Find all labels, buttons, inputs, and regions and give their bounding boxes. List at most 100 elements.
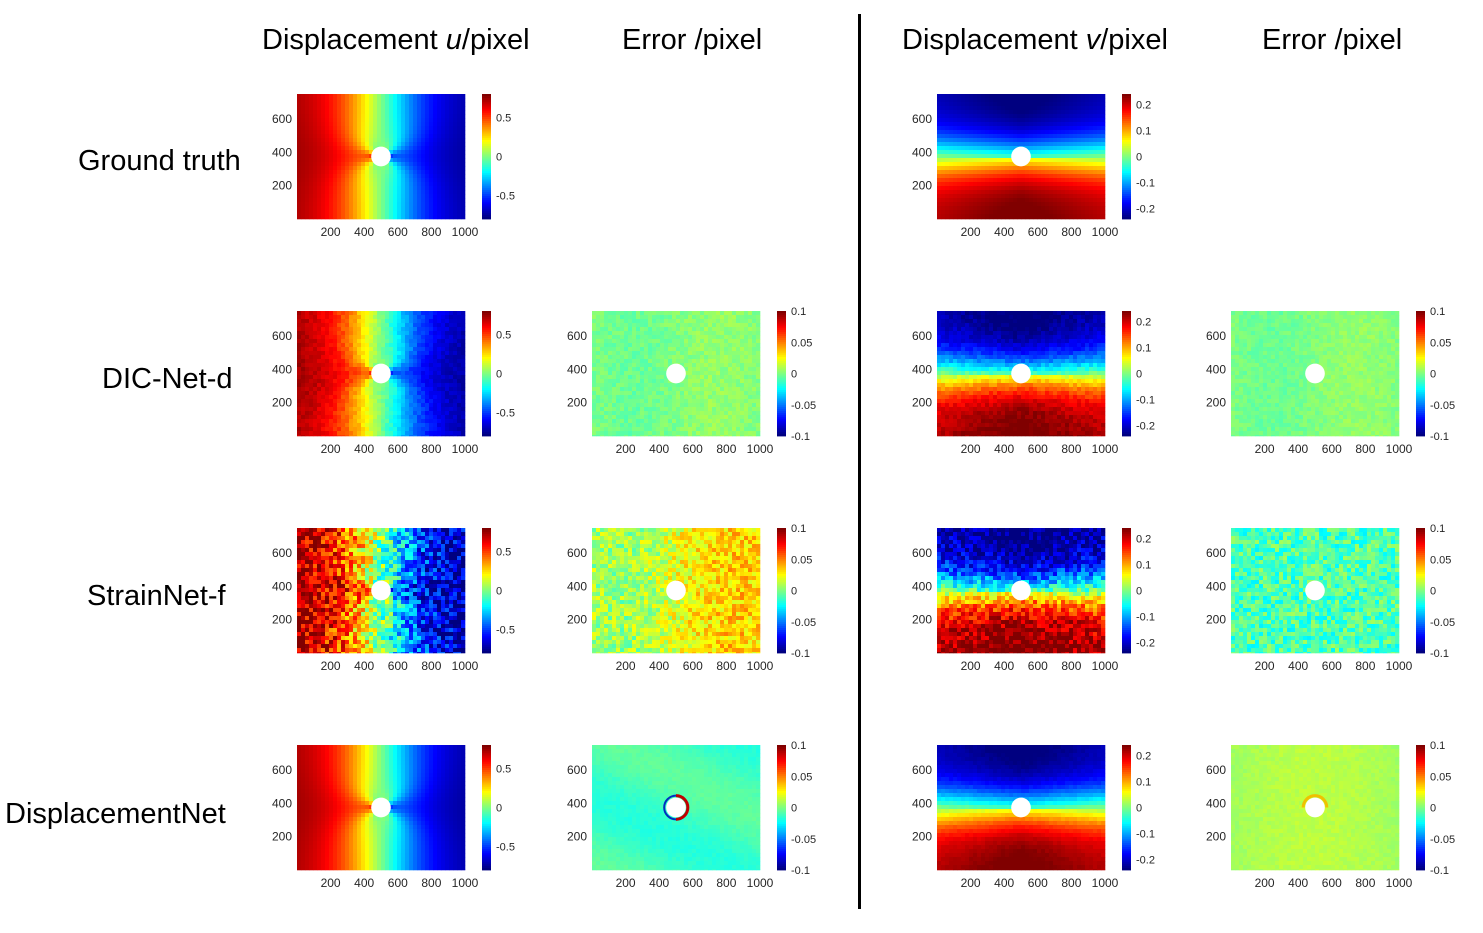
heatmap-cell bbox=[361, 355, 366, 360]
heatmap-cell bbox=[1021, 174, 1026, 179]
heatmap-cell bbox=[957, 110, 962, 115]
heatmap-cell bbox=[997, 154, 1002, 159]
heatmap-cell bbox=[445, 154, 450, 159]
heatmap-cell bbox=[329, 411, 334, 416]
heatmap-cell bbox=[321, 379, 326, 384]
heatmap-cell bbox=[433, 166, 438, 171]
heatmap-cell bbox=[752, 359, 757, 364]
heatmap-cell bbox=[1005, 114, 1010, 119]
heatmap-cell bbox=[441, 363, 446, 368]
heatmap-cell bbox=[313, 150, 318, 155]
heatmap-cell bbox=[405, 178, 410, 183]
heatmap-cell bbox=[457, 194, 462, 199]
heatmap-cell bbox=[1077, 150, 1082, 155]
heatmap-cell bbox=[369, 186, 374, 191]
heatmap-cell bbox=[357, 343, 362, 348]
heatmap-cell bbox=[341, 214, 346, 219]
heatmap-cell bbox=[361, 194, 366, 199]
heatmap-cell bbox=[612, 371, 617, 376]
heatmap-cell bbox=[704, 339, 709, 344]
heatmap-cell bbox=[756, 339, 761, 344]
heatmap-cell bbox=[704, 343, 709, 348]
heatmap-cell bbox=[656, 331, 661, 336]
heatmap-cell bbox=[453, 379, 458, 384]
heatmap-cell bbox=[728, 371, 733, 376]
heatmap-cell bbox=[353, 134, 358, 139]
heatmap-cell bbox=[353, 146, 358, 151]
heatmap-cell bbox=[349, 315, 354, 320]
heatmap-cell bbox=[417, 218, 422, 220]
heatmap-cell bbox=[321, 150, 326, 155]
heatmap-cell bbox=[393, 106, 398, 111]
heatmap-cell bbox=[433, 423, 438, 428]
heatmap-cell bbox=[309, 194, 314, 199]
heatmap-cell bbox=[409, 407, 414, 412]
heatmap-cell bbox=[961, 154, 966, 159]
heatmap-cell bbox=[337, 186, 342, 191]
heatmap-cell bbox=[405, 351, 410, 356]
heatmap-cell bbox=[389, 218, 394, 220]
heatmap-cell bbox=[616, 331, 621, 336]
heatmap-cell bbox=[405, 423, 410, 428]
heatmap-cell bbox=[1077, 94, 1082, 99]
heatmap-cell bbox=[297, 158, 302, 163]
heatmap-cell bbox=[985, 166, 990, 171]
heatmap-cell bbox=[1013, 194, 1018, 199]
heatmap-cell bbox=[969, 138, 974, 143]
heatmap-cell bbox=[957, 186, 962, 191]
heatmap-cell bbox=[660, 331, 665, 336]
heatmap-cell bbox=[445, 162, 450, 167]
heatmap-cell bbox=[369, 375, 374, 380]
heatmap-cell bbox=[449, 335, 454, 340]
heatmap-cell bbox=[953, 150, 958, 155]
heatmap-cell bbox=[616, 363, 621, 368]
heatmap-cell bbox=[325, 351, 330, 356]
heatmap-cell bbox=[660, 363, 665, 368]
heatmap-cell bbox=[993, 94, 998, 99]
heatmap-cell bbox=[672, 327, 677, 332]
heatmap-cell bbox=[301, 335, 306, 340]
heatmap-cell bbox=[1033, 98, 1038, 103]
heatmap-cell bbox=[724, 371, 729, 376]
heatmap-cell bbox=[409, 214, 414, 219]
heatmap-cell bbox=[1037, 150, 1042, 155]
heatmap-cell bbox=[1045, 202, 1050, 207]
heatmap-cell bbox=[429, 315, 434, 320]
heatmap-cell bbox=[301, 178, 306, 183]
heatmap-cell bbox=[1017, 138, 1022, 143]
heatmap-cell bbox=[361, 315, 366, 320]
heatmap-cell bbox=[1089, 162, 1094, 167]
heatmap-cell bbox=[1061, 162, 1066, 167]
heatmap-cell bbox=[401, 210, 406, 215]
heatmap-cell bbox=[433, 327, 438, 332]
heatmap-cell bbox=[305, 347, 310, 352]
heatmap-cell bbox=[1073, 206, 1078, 211]
heatmap-cell bbox=[441, 110, 446, 115]
heatmap-cell bbox=[740, 371, 745, 376]
heatmap-cell bbox=[724, 355, 729, 360]
heatmap-cell bbox=[1017, 114, 1022, 119]
heatmap-cell bbox=[369, 122, 374, 127]
heatmap-cell bbox=[369, 387, 374, 392]
heatmap-cell bbox=[393, 178, 398, 183]
heatmap-cell bbox=[1009, 94, 1014, 99]
heatmap-cell bbox=[377, 403, 382, 408]
heatmap-cell bbox=[957, 198, 962, 203]
heatmap-cell bbox=[676, 315, 681, 320]
heatmap-cell bbox=[993, 166, 998, 171]
heatmap-cell bbox=[716, 367, 721, 372]
heatmap-cell bbox=[636, 375, 641, 380]
heatmap-cell bbox=[337, 411, 342, 416]
heatmap-cell bbox=[417, 391, 422, 396]
column-title-v-var: v bbox=[1085, 24, 1101, 56]
heatmap-cell bbox=[345, 214, 350, 219]
heatmap-cell bbox=[989, 194, 994, 199]
heatmap-cell bbox=[377, 387, 382, 392]
heatmap-cell bbox=[321, 415, 326, 420]
heatmap-cell bbox=[712, 323, 717, 328]
heatmap-cell bbox=[965, 182, 970, 187]
heatmap-cell bbox=[397, 331, 402, 336]
heatmap-cell bbox=[341, 351, 346, 356]
heatmap-cell bbox=[345, 387, 350, 392]
heatmap-cell bbox=[600, 311, 605, 316]
